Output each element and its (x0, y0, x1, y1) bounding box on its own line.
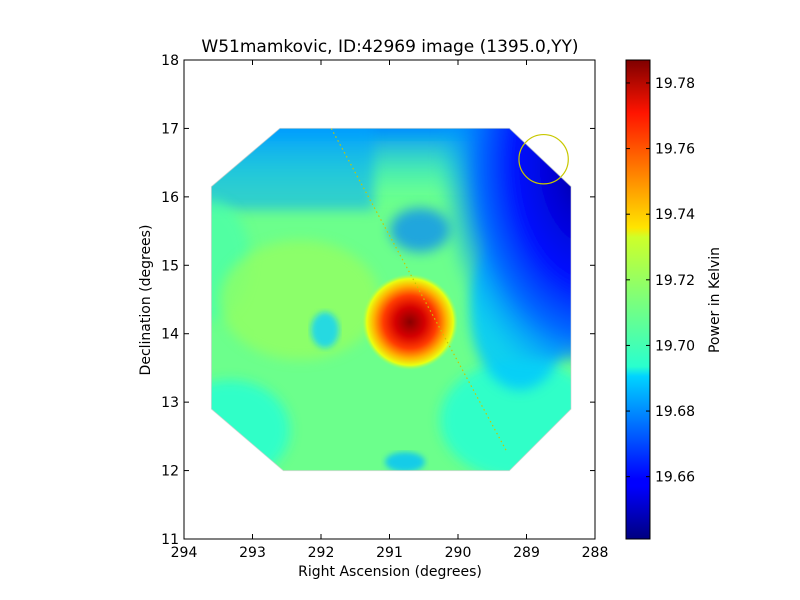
y-axis: 11 12 13 14 15 16 17 18 (161, 53, 595, 548)
x-axis-label: Right Ascension (degrees) (298, 564, 482, 580)
heatmap-image (211, 128, 571, 471)
y-tick-label: 15 (161, 258, 179, 274)
x-tick-label: 288 (582, 545, 609, 561)
colorbar-tick-label: 19.68 (655, 404, 695, 420)
colorbar (626, 60, 650, 539)
x-tick-label: 289 (513, 545, 540, 561)
colorbar-tick-label: 19.66 (655, 470, 695, 486)
colorbar-tick-label: 19.74 (655, 207, 695, 223)
x-tick-label: 292 (308, 545, 335, 561)
colorbar-ticks: 19.66 19.68 19.70 19.72 19.74 19.76 19.78 (626, 76, 695, 486)
colorbar-label: Power in Kelvin (707, 247, 723, 353)
y-tick-label: 13 (161, 395, 179, 411)
beam-circle (518, 133, 569, 185)
y-tick-label: 16 (161, 190, 179, 206)
x-tick-label: 294 (171, 545, 198, 561)
y-tick-label: 12 (161, 464, 179, 480)
y-tick-label: 14 (161, 327, 179, 343)
x-tick-label: 290 (445, 545, 472, 561)
colorbar-tick-label: 19.76 (655, 142, 695, 158)
y-tick-label: 17 (161, 121, 179, 137)
colorbar-frame (625, 59, 651, 540)
footprint-edge (210, 127, 572, 472)
x-tick-label: 291 (376, 545, 403, 561)
x-tick-label: 293 (239, 545, 266, 561)
x-axis: 294 293 292 291 290 289 288 (171, 60, 609, 561)
y-tick-label: 18 (161, 53, 179, 69)
y-tick-label: 11 (161, 532, 179, 548)
colorbar-tick-label: 19.72 (655, 273, 695, 289)
colorbar-tick-label: 19.78 (655, 76, 695, 92)
chart-title: W51mamkovic, ID:42969 image (1395.0,YY) (201, 37, 578, 57)
y-axis-label: Declination (degrees) (138, 225, 154, 376)
colorbar-tick-label: 19.70 (655, 338, 695, 354)
